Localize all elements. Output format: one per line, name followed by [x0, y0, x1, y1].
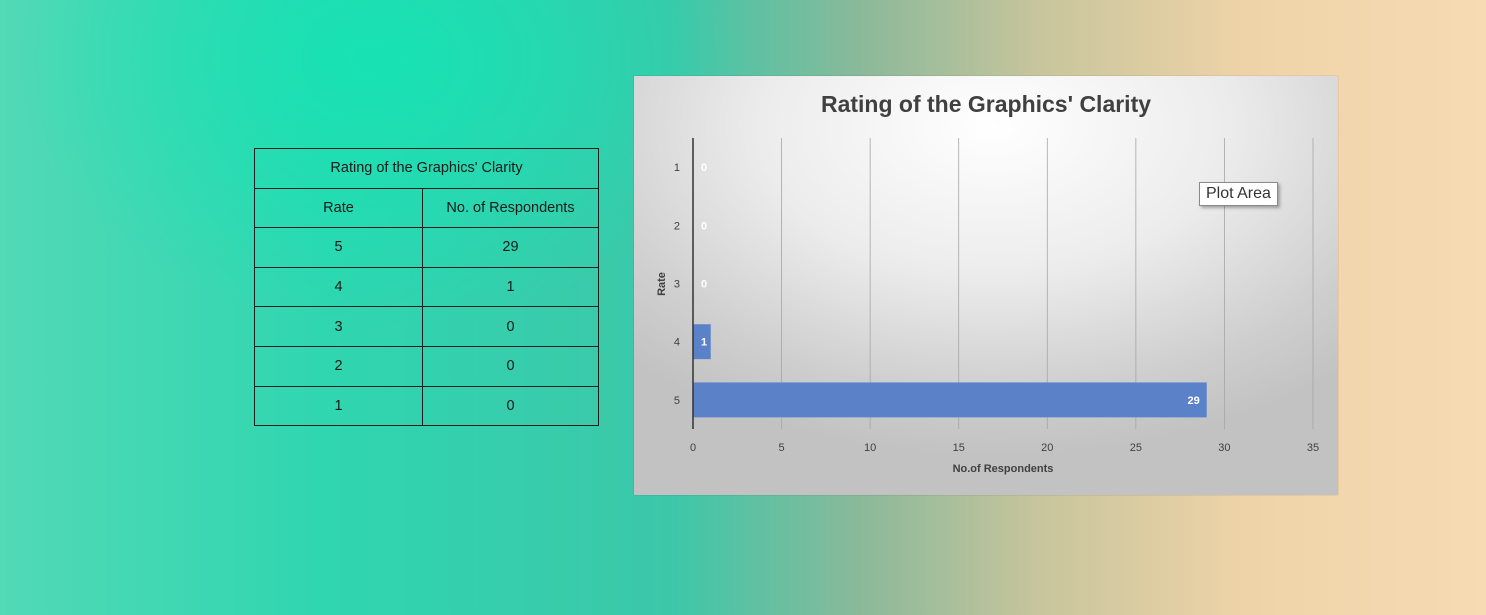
y-tick-label: 4: [674, 337, 680, 349]
table-row: 3 0: [254, 306, 599, 347]
cell-rate: 1: [254, 385, 423, 427]
cell-respondents: 0: [422, 345, 599, 387]
table-row: 5 29: [254, 227, 599, 268]
table-row: 1 0: [254, 385, 599, 427]
bar[interactable]: [693, 324, 711, 360]
x-tick-label: 30: [1218, 442, 1230, 454]
x-tick-label: 10: [864, 442, 876, 454]
cell-rate: 5: [254, 227, 423, 268]
y-tick-label: 3: [674, 279, 680, 291]
plot-area-tooltip: Plot Area: [1199, 182, 1278, 206]
data-label: 1: [701, 337, 707, 349]
bar-chart: Rating of the Graphics' Clarity 0 0 0 1 29 1…: [656, 91, 1319, 475]
y-axis-title: Rate: [656, 272, 668, 296]
x-tick-labels: 0 5 10 15 20 25 30 35: [690, 442, 1319, 454]
cell-rate: 2: [254, 345, 423, 387]
x-tick-label: 35: [1307, 442, 1319, 454]
x-tick-label: 5: [779, 442, 785, 454]
y-tick-label: 2: [674, 220, 680, 232]
header-rate: Rate: [254, 187, 423, 229]
x-tick-label: 15: [953, 442, 965, 454]
x-tick-label: 0: [690, 442, 696, 454]
x-tick-label: 20: [1041, 442, 1053, 454]
x-tick-label: 25: [1130, 442, 1142, 454]
x-axis-title: No.of Respondents: [953, 463, 1054, 475]
cell-respondents: 1: [422, 266, 599, 308]
y-tick-labels: 1 2 3 4 5: [674, 162, 680, 407]
chart-title: Rating of the Graphics' Clarity: [821, 91, 1151, 117]
bars: 0 0 0 1 29: [693, 162, 1207, 418]
header-respondents: No. of Respondents: [422, 187, 599, 229]
cell-rate: 4: [254, 266, 423, 308]
chart-area[interactable]: Rating of the Graphics' Clarity 0 0 0 1 29 1…: [634, 76, 1338, 495]
table-title: Rating of the Graphics' Clarity: [254, 148, 599, 189]
data-label: 0: [701, 162, 707, 174]
cell-rate: 3: [254, 306, 423, 347]
y-tick-label: 1: [674, 162, 680, 174]
ratings-table: Rating of the Graphics' Clarity Rate No.…: [254, 148, 599, 427]
data-label: 0: [701, 220, 707, 232]
table-row: 4 1: [254, 266, 599, 308]
cell-respondents: 29: [422, 227, 599, 268]
data-label: 29: [1187, 395, 1199, 407]
cell-respondents: 0: [422, 306, 599, 347]
bar[interactable]: [693, 382, 1207, 418]
data-label: 0: [701, 279, 707, 291]
cell-respondents: 0: [422, 385, 599, 427]
y-tick-label: 5: [674, 395, 680, 407]
table-row: 2 0: [254, 345, 599, 387]
